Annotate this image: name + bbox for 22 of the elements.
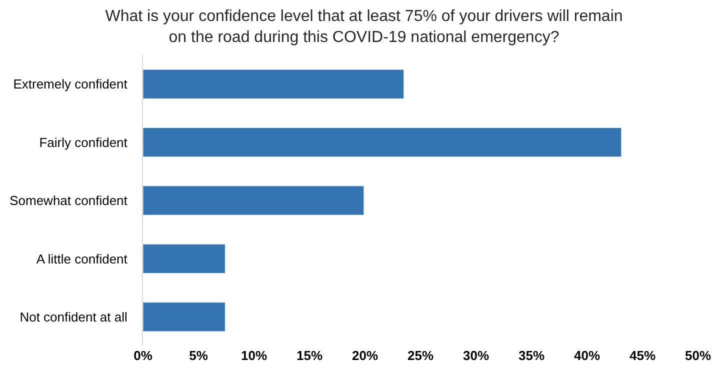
- x-tick-label: 30%: [462, 348, 490, 363]
- y-tick-label: Not confident at all: [20, 309, 128, 324]
- x-tick-label: 20%: [352, 348, 378, 363]
- x-tick-label: 45%: [629, 348, 656, 363]
- bar: [143, 69, 404, 99]
- x-tick-label: 15%: [296, 348, 323, 363]
- x-tick-label: 35%: [518, 348, 545, 363]
- chart-title: What is your confidence level that at least 75% of your drivers will remain on the road during this COVID-19 national emergency?: [105, 8, 623, 46]
- bar: [143, 186, 364, 216]
- y-tick-label: Fairly confident: [39, 134, 128, 150]
- y-tick-label: Somewhat confident: [10, 193, 128, 208]
- x-tick-label: 40%: [574, 348, 600, 363]
- x-tick-label: 10%: [240, 348, 268, 363]
- x-tick-label: 25%: [407, 348, 434, 363]
- bar: [143, 128, 622, 158]
- x-tick-label: 0%: [134, 348, 153, 363]
- y-tick-label: A little confident: [36, 251, 128, 266]
- bar: [143, 244, 226, 274]
- x-tick-label: 5%: [189, 348, 208, 363]
- bar: [143, 302, 226, 332]
- y-tick-label: Extremely confident: [13, 76, 128, 92]
- x-tick-label: 50%: [684, 348, 712, 363]
